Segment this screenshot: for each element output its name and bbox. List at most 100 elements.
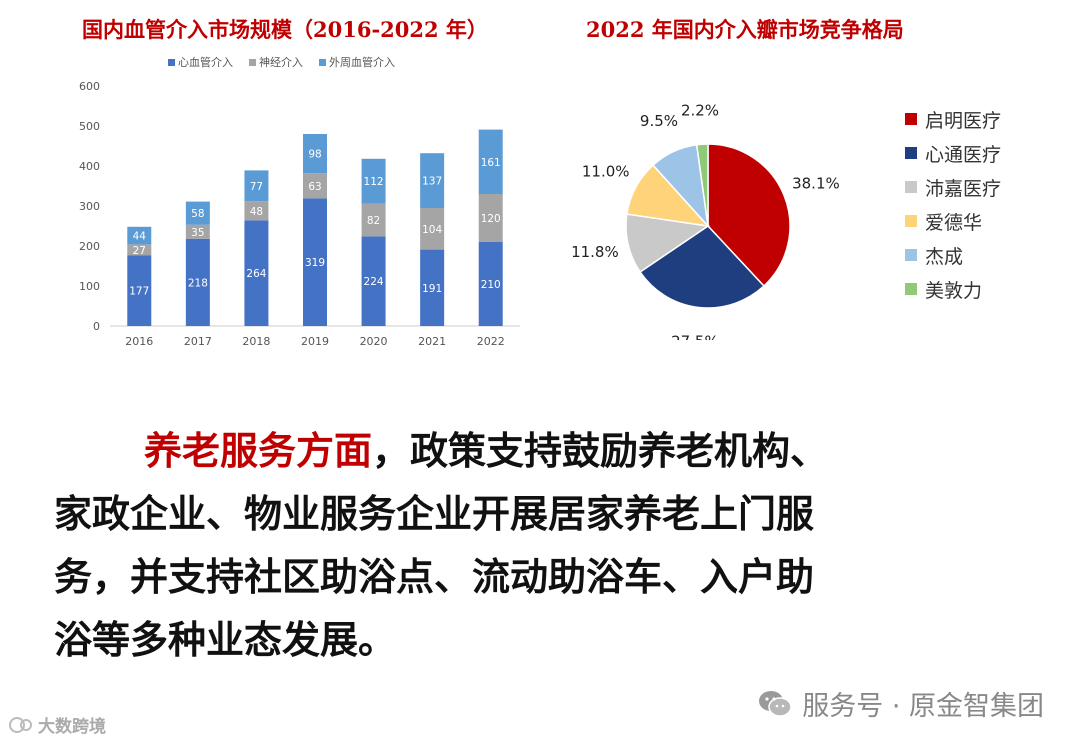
bar-value-label: 48 [250,206,263,218]
bar-segment [420,208,445,250]
bar-value-label: 137 [422,176,442,188]
bar-y-tick: 300 [79,200,100,213]
pie-legend-item: 心通医疗 [905,136,1001,170]
bar-segment [303,173,327,199]
bar-segment [361,236,386,326]
pie-chart-title: 2022 年国内介入瓣市场竞争格局 [586,17,904,42]
paragraph-text: ，政策支持鼓励养老机构、 [372,429,829,473]
bar-segment [420,249,445,326]
pie-slice [707,143,791,288]
pie-legend-item: 启明医疗 [905,102,1001,136]
bar-value-label: 63 [308,181,321,193]
pie-chart: 38.1% 27.5% 11.8% 11.0% 9.5%2.2% [571,101,840,340]
bar-legend-label: 神经介入 [259,55,303,69]
paragraph-line: 养老服务方面，政策支持鼓励养老机构、 [54,420,1044,483]
pie-value-label: 27.5% [671,332,719,340]
pie-value-label: 38.1% [792,175,840,193]
bar-segment [244,201,269,221]
pie-legend-label: 沛嘉医疗 [925,177,1002,200]
bar-legend-label: 心血管介入 [178,55,233,69]
body-paragraph: 养老服务方面，政策支持鼓励养老机构、 家政企业、物业服务企业开展居家养老上门服 … [54,420,1044,672]
pie-legend-label: 杰成 [925,245,964,268]
bar-segment [361,158,386,204]
bar-segment [478,129,503,194]
bar-segment [127,226,152,245]
bar-y-tick: 400 [79,160,100,173]
bar-segment [185,238,210,326]
bar-segment [478,194,503,242]
paragraph-highlight: 养老服务方面 [144,429,373,473]
watermark-logo-icon [9,716,32,733]
pie-legend-item: 杰成 [905,238,1001,272]
bar-segment [303,198,327,326]
bar-segment [127,244,152,256]
bar-value-label: 44 [133,231,147,243]
pie-value-label: 2.2% [681,101,719,119]
bar-value-label: 161 [481,157,501,169]
bar-value-label: 104 [422,224,442,236]
bar-value-label: 77 [250,181,263,193]
bar-y-tick: 600 [79,80,100,93]
bar-value-label: 210 [481,279,501,291]
bar-x-tick: 2016 [125,335,153,348]
bar-x-tick: 2020 [360,335,388,348]
bar-value-label: 177 [129,286,149,298]
bar-segment [478,242,503,326]
bar-x-tick: 2019 [301,335,329,348]
bar-x-tick: 2018 [242,335,270,348]
bar-y-tick: 200 [79,240,100,253]
corner-watermark: 大数跨境 [8,712,106,737]
bar-y-tick: 100 [79,280,100,293]
bar-value-label: 27 [133,245,146,257]
pie-legend-label: 心通医疗 [925,143,1002,166]
pie-slice [695,143,709,227]
bar-x-tick: 2022 [477,335,505,348]
pie-legend-item: 沛嘉医疗 [905,170,1001,204]
bar-segment [244,220,269,326]
bar-chart: 心血管介入 神经介入 外周血管介入 0 100 200 300 400 500 600 177 27 4… [79,55,520,348]
bar-value-label: 58 [191,208,204,220]
pie-legend-swatch [905,181,917,193]
footer-brand-text: 服务号 · 原金智集团 [802,691,1044,722]
pie-legend-label: 启明医疗 [925,109,1002,132]
bar-value-label: 98 [308,149,321,161]
bar-segment [127,255,152,326]
bar-value-label: 218 [188,277,208,289]
bar-legend-swatch [249,59,256,66]
pie-legend-item: 爱德华 [905,204,1001,238]
bar-y-tick: 500 [79,120,100,133]
bar-segment [185,224,210,239]
pie-legend-swatch [905,215,917,227]
footer-brand: 服务号 · 原金智集团 [758,684,1044,723]
pie-slice [639,225,765,309]
bar-value-label: 264 [246,268,266,280]
bar-value-label: 319 [305,257,325,269]
pie-value-label: 9.5% [640,112,678,130]
pie-value-label: 11.0% [582,162,630,180]
bar-value-label: 224 [364,276,384,288]
corner-watermark-text: 大数跨境 [38,717,106,737]
bar-chart-title: 国内血管介入市场规模（2016-2022 年） [82,17,488,42]
bar-x-tick: 2017 [184,335,212,348]
pie-legend-label: 美敦力 [925,279,983,302]
bar-value-label: 112 [364,176,384,188]
paragraph-line: 务，并支持社区助浴点、流动助浴车、入户助 [54,555,815,599]
paragraph-line: 浴等多种业态发展。 [54,618,397,662]
bar-segment [420,153,445,208]
bar-value-label: 82 [367,215,380,227]
bar-value-label: 35 [191,227,204,239]
pie-legend-swatch [905,113,917,125]
bar-y-tick: 0 [93,320,100,333]
paragraph-line: 家政企业、物业服务企业开展居家养老上门服 [54,492,815,536]
pie-legend-label: 爱德华 [925,211,983,234]
pie-legend-swatch [905,283,917,295]
pie-legend-swatch [905,249,917,261]
bar-x-tick: 2021 [418,335,446,348]
pie-value-label: 11.8% [571,243,619,261]
bar-legend-label: 外周血管介入 [329,55,395,69]
wechat-icon [759,690,792,717]
bar-legend-swatch [168,59,175,66]
pie-slice [625,213,711,273]
bar-segment [361,203,386,237]
bar-value-label: 120 [481,213,501,225]
